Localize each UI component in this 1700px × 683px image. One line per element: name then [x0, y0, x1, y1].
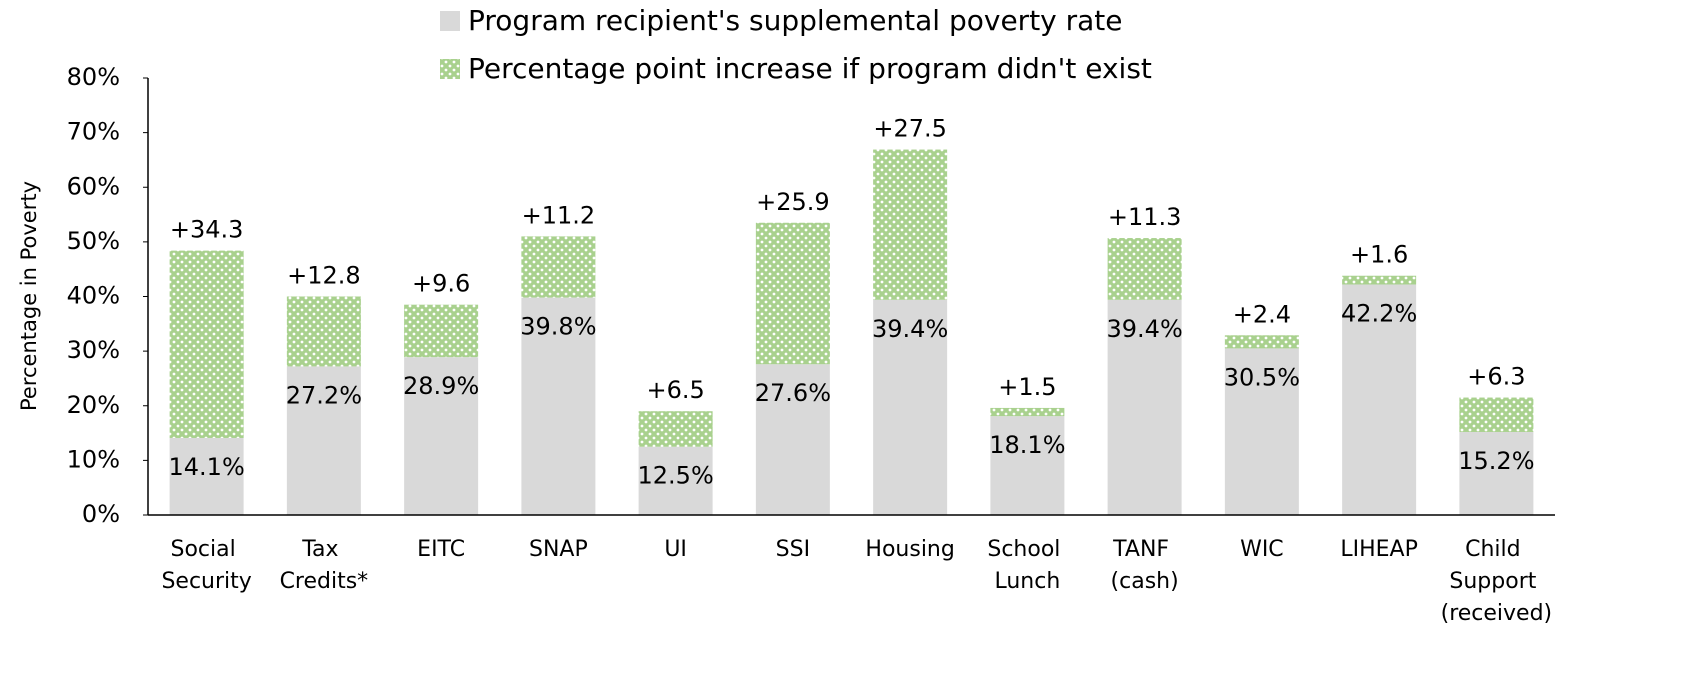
- bar-segment: [1459, 431, 1534, 515]
- bar-segment: [1342, 284, 1417, 515]
- legend-label: Percentage point increase if program did…: [468, 52, 1152, 85]
- data-label: 14.1%: [169, 453, 245, 481]
- bar-segment: [755, 222, 830, 365]
- bar-segment: [169, 437, 244, 515]
- x-tick-label: Housing: [865, 537, 954, 562]
- data-label: 39.8%: [520, 313, 596, 341]
- y-tick-label: 60%: [67, 172, 120, 200]
- y-tick-label: 20%: [67, 391, 120, 419]
- data-label: +6.5: [646, 376, 704, 404]
- x-tick-label: SNAP: [529, 537, 588, 562]
- data-label: 18.1%: [989, 431, 1065, 459]
- x-tick-label: Tax Credits*: [280, 537, 369, 594]
- bar-segment: [169, 250, 244, 438]
- bar-segment: [1224, 335, 1299, 349]
- data-label: +1.5: [998, 373, 1056, 401]
- data-label: +11.3: [1108, 203, 1182, 231]
- bar-segment: [1459, 397, 1534, 432]
- bar-segment: [286, 366, 361, 515]
- data-label: 39.4%: [1107, 315, 1183, 343]
- bar-segment: [755, 364, 830, 515]
- data-label: +11.2: [522, 201, 596, 229]
- bar-segment: [521, 236, 596, 298]
- legend-swatch: [440, 59, 460, 79]
- bar-segment: [1107, 238, 1182, 300]
- y-tick-label: 10%: [67, 445, 120, 473]
- bar-segment: [404, 357, 479, 515]
- y-tick-label: 30%: [67, 336, 120, 364]
- y-tick-label: 70%: [67, 118, 120, 146]
- y-tick-label: 80%: [67, 63, 120, 91]
- data-label: +6.3: [1467, 363, 1525, 391]
- data-label: 15.2%: [1458, 447, 1534, 475]
- data-label: 27.2%: [286, 381, 362, 409]
- bar-segment: [873, 149, 948, 300]
- x-tick-label: Social Security: [161, 537, 251, 594]
- x-tick-label: SSI: [776, 537, 810, 562]
- bar-segment: [521, 297, 596, 515]
- data-label: +27.5: [873, 115, 947, 143]
- x-tick-label: TANF (cash): [1111, 537, 1179, 594]
- x-tick-label: EITC: [417, 537, 465, 562]
- data-label: +9.6: [412, 270, 470, 298]
- data-label: 42.2%: [1341, 299, 1417, 327]
- data-label: 28.9%: [403, 372, 479, 400]
- bar-segment: [286, 296, 361, 367]
- bar-segment: [1107, 299, 1182, 515]
- data-label: +1.6: [1350, 241, 1408, 269]
- data-label: +12.8: [287, 262, 361, 290]
- data-label: +34.3: [170, 216, 244, 244]
- bar-segment: [404, 304, 479, 358]
- y-axis-label: Percentage in Poverty: [17, 181, 41, 411]
- bar-segment: [638, 446, 713, 515]
- bar-segment: [990, 416, 1065, 515]
- data-label: 39.4%: [872, 315, 948, 343]
- data-label: +2.4: [1233, 300, 1291, 328]
- x-tick-label: Child Support (received): [1441, 537, 1553, 626]
- y-tick-label: 40%: [67, 282, 120, 310]
- bar-segment: [873, 299, 948, 515]
- bar-segment: [638, 411, 713, 447]
- legend-label: Program recipient's supplemental poverty…: [468, 4, 1123, 37]
- data-label: 27.6%: [755, 379, 831, 407]
- data-label: 30.5%: [1224, 363, 1300, 391]
- x-tick-label: School Lunch: [987, 537, 1067, 594]
- y-tick-label: 50%: [67, 227, 120, 255]
- x-tick-label: WIC: [1240, 537, 1284, 562]
- y-tick-label: 0%: [82, 500, 120, 528]
- legend-swatch: [440, 11, 460, 31]
- data-label: 12.5%: [638, 462, 714, 490]
- bar-segment: [990, 407, 1065, 417]
- bar-segment: [1342, 275, 1417, 285]
- x-tick-label: UI: [664, 537, 687, 562]
- x-tick-label: LIHEAP: [1340, 537, 1418, 562]
- bar-segment: [1224, 348, 1299, 515]
- data-label: +25.9: [756, 188, 830, 216]
